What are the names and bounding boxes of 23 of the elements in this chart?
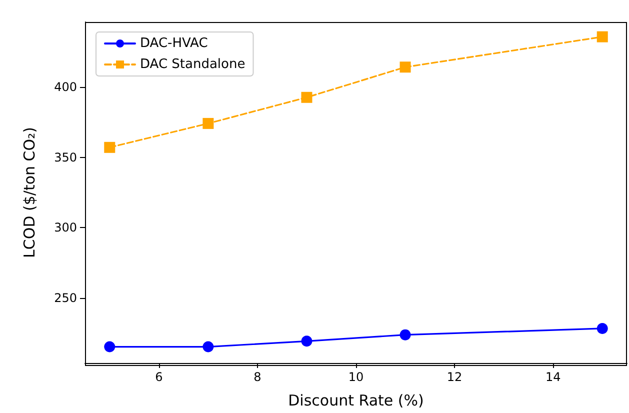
y-tick-label: 400 <box>54 80 77 94</box>
point <box>400 62 411 73</box>
point <box>104 142 116 153</box>
x-tick-label: 6 <box>155 370 163 384</box>
point <box>202 118 214 129</box>
point <box>400 329 411 340</box>
y-tick-label: 250 <box>54 291 77 306</box>
x-axis-title: Discount Rate (%) <box>288 392 424 410</box>
point <box>596 322 608 334</box>
point <box>104 341 116 352</box>
point <box>301 92 312 103</box>
y-tick-label: 350 <box>54 150 77 164</box>
point <box>596 31 608 42</box>
point <box>301 336 312 347</box>
legend-label: DAC Standalone <box>140 57 246 72</box>
x-tick-label: 14 <box>545 370 561 384</box>
point <box>202 341 214 352</box>
x-tick-label: 10 <box>348 370 364 384</box>
y-tick-label: 300 <box>54 220 77 235</box>
x-tick-label: 8 <box>254 370 262 384</box>
legend-label: DAC-HVAC <box>140 36 208 51</box>
x-tick-label: 12 <box>446 370 462 384</box>
y-axis-title: LCOD ($/ton CO₂) <box>20 127 38 258</box>
